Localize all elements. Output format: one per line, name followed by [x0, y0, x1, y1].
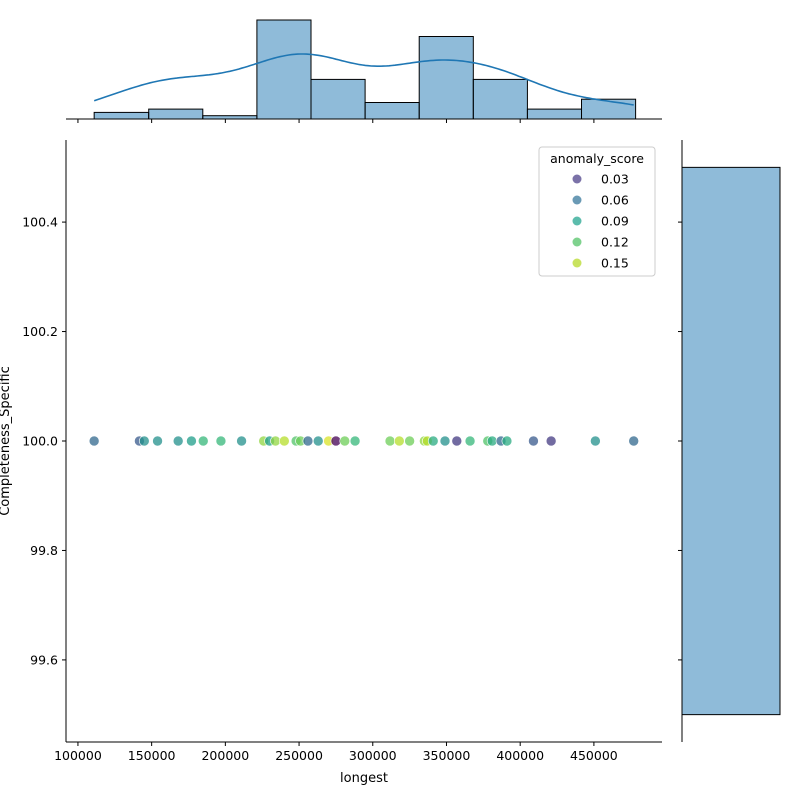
legend-marker — [572, 258, 582, 268]
x-tick-label: 350000 — [423, 748, 471, 763]
y-tick-label: 99.8 — [30, 543, 58, 558]
legend: anomaly_score 0.03 0.06 0.09 0.12 0.15 — [538, 146, 656, 277]
legend-marker — [572, 237, 582, 247]
y-tick-label: 99.6 — [30, 652, 58, 667]
x-tick-label: 300000 — [349, 748, 397, 763]
scatter-point — [270, 435, 281, 447]
legend-label: 0.06 — [601, 193, 629, 208]
histogram-bar — [310, 78, 366, 120]
scatter-point — [215, 435, 227, 447]
scatter-point — [528, 435, 539, 447]
histogram-bar — [148, 108, 204, 120]
histogram-bar — [364, 102, 420, 120]
histogram-bar — [418, 36, 474, 120]
kde-curve — [93, 53, 634, 106]
scatter-point — [88, 435, 100, 447]
y-axis-label: Completeness_Specific — [0, 366, 13, 516]
scatter-point — [427, 435, 439, 447]
scatter-point — [464, 435, 476, 447]
histogram-bar — [681, 166, 781, 716]
legend-label: 0.12 — [601, 235, 629, 250]
x-tick-label: 450000 — [570, 748, 618, 763]
x-tick-label: 400000 — [496, 748, 544, 763]
marginal-y-histogram — [678, 140, 781, 742]
scatter-point — [545, 435, 557, 447]
scatter-point — [236, 435, 247, 447]
marginal-x-histogram — [66, 19, 662, 123]
scatter-point — [339, 435, 351, 447]
scatter-point — [394, 435, 405, 447]
histogram-bar — [202, 115, 258, 120]
scatter-point — [501, 435, 513, 447]
scatter-point — [302, 435, 314, 447]
scatter-point — [152, 435, 163, 447]
histogram-bar — [526, 108, 583, 120]
histogram-bar — [93, 111, 150, 120]
legend-title: anomaly_score — [550, 151, 644, 166]
scatter-point — [628, 435, 639, 447]
x-axis-label: longest — [340, 771, 388, 786]
x-tick-label: 200000 — [201, 748, 249, 763]
scatter-point — [404, 435, 415, 447]
legend-label: 0.03 — [601, 172, 629, 187]
histogram-bar — [256, 19, 312, 120]
scatter-point — [312, 435, 324, 447]
legend-box — [538, 146, 656, 277]
scatter-point — [279, 435, 290, 447]
scatter-point — [451, 435, 463, 447]
histogram-bar — [472, 78, 528, 120]
scatter-point — [330, 435, 342, 447]
scatter-point — [138, 435, 150, 447]
legend-marker — [572, 174, 582, 184]
legend-label: 0.15 — [601, 256, 629, 271]
y-tick-label: 100.0 — [22, 434, 58, 449]
scatter-plot: 100000 150000 200000 250000 300000 350000 4000… — [22, 140, 662, 763]
x-tick-label: 150000 — [128, 748, 176, 763]
scatter-point — [186, 435, 197, 447]
scatter-point — [197, 435, 209, 447]
histogram-bar — [581, 98, 637, 120]
scatter-point — [439, 435, 451, 447]
scatter-point — [384, 435, 396, 447]
scatter-point — [486, 435, 498, 447]
x-tick-label: 250000 — [275, 748, 323, 763]
scatter-point — [590, 435, 601, 447]
legend-label: 0.09 — [601, 214, 629, 229]
legend-marker — [572, 216, 582, 226]
y-tick-label: 100.4 — [22, 215, 58, 230]
scatter-point — [172, 435, 184, 447]
y-tick-label: 100.2 — [22, 324, 58, 339]
legend-marker — [572, 195, 582, 205]
scatter-point — [349, 435, 361, 447]
x-tick-label: 100000 — [54, 748, 102, 763]
